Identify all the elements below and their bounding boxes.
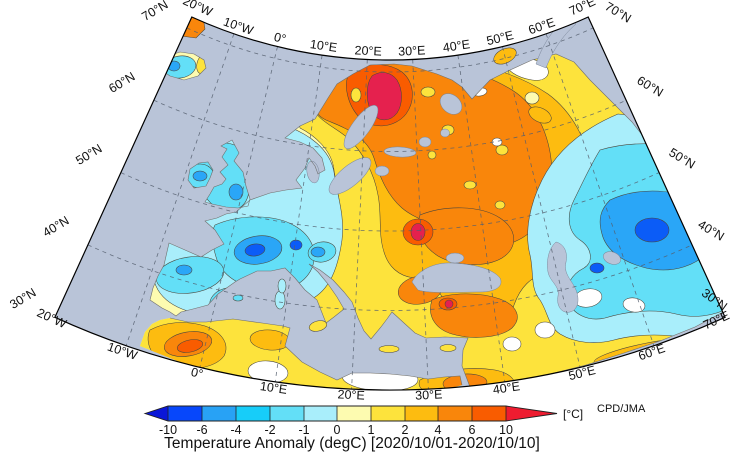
- tick-label: 6: [469, 423, 476, 437]
- colorbar-tick-labels: -10 -6 -4 -2 -1 0 1 2 4 6 10: [159, 423, 513, 437]
- colorbar-arrow-left: [145, 406, 168, 421]
- lon-label: 50°E: [485, 28, 515, 48]
- lon-label: 0°: [272, 30, 287, 46]
- gulf-of-bothnia: [343, 105, 379, 149]
- lon-label: 30°E: [415, 387, 443, 402]
- colorbar-segment: [168, 406, 202, 421]
- lake-ladoga: [418, 136, 432, 148]
- anomaly-contour-warm3: [418, 207, 515, 265]
- tick-label: -1: [298, 423, 309, 437]
- sicily: [308, 320, 328, 332]
- legend-title: Temperature Anomaly (degC) [2020/10/01-2…: [164, 435, 540, 452]
- lon-label: 30°E: [398, 43, 426, 58]
- gulf-of-riga: [374, 165, 390, 177]
- tick-label: -6: [196, 423, 207, 437]
- lake-onega: [440, 128, 450, 138]
- colorbar-segment: [371, 406, 405, 421]
- lon-label: 0°: [189, 365, 204, 381]
- graticule: [87, 27, 693, 390]
- lat-label: 60°N: [106, 69, 137, 95]
- sardinia: [274, 290, 286, 310]
- anomaly-contour-extreme: [444, 299, 454, 309]
- lat-label: 30°N: [7, 285, 38, 311]
- colorbar-segment: [337, 406, 371, 421]
- lat-label: 70°N: [139, 0, 170, 24]
- anomaly-contour-warm4: [176, 339, 204, 353]
- crete: [378, 345, 400, 353]
- colorbar-segment: [270, 406, 304, 421]
- colorbar-arrow-right: [506, 406, 557, 421]
- aral-sea: [603, 251, 621, 265]
- lon-label: 40°E: [492, 379, 521, 397]
- tick-label: 1: [368, 423, 375, 437]
- lon-label: 20°E: [354, 43, 382, 58]
- tick-label: -2: [264, 423, 275, 437]
- tick-label: 0: [334, 423, 341, 437]
- cyprus: [439, 344, 457, 352]
- lat-label: 50°N: [666, 145, 697, 171]
- sea-of-azov: [445, 252, 465, 264]
- white-sea: [439, 93, 463, 115]
- lon-label: 50°E: [567, 363, 597, 383]
- legend-unit: [°C]: [563, 407, 583, 421]
- baltic-sea: [328, 157, 372, 195]
- tick-label: -4: [230, 423, 241, 437]
- tick-label: 4: [435, 423, 442, 437]
- black-sea: [411, 262, 502, 293]
- tick-label: 2: [402, 423, 409, 437]
- colorbar-segment: [438, 406, 472, 421]
- lon-label: 10°E: [259, 379, 288, 397]
- lat-label: 70°N: [602, 0, 633, 26]
- balearic-islands: [232, 294, 244, 302]
- credit-label: CPD/JMA: [597, 403, 646, 415]
- lon-label: 20°W: [181, 0, 215, 19]
- corsica: [277, 278, 287, 294]
- med-islands: [232, 278, 457, 353]
- lat-label: 50°N: [73, 141, 104, 167]
- colorbar-segment: [236, 406, 270, 421]
- legend-colorbar: -10 -6 -4 -2 -1 0 1 2 4 6 10 [°C] Temper…: [143, 403, 646, 452]
- colorbar-segment: [304, 406, 337, 421]
- lat-label: 60°N: [634, 73, 665, 99]
- caspian-sea: [547, 241, 579, 313]
- colorbar-separators: [167, 406, 507, 421]
- lat-label: 40°N: [40, 213, 71, 239]
- tick-label: -10: [159, 423, 177, 437]
- lon-label: 10°E: [309, 37, 338, 55]
- gulf-of-finland: [383, 146, 417, 158]
- colorbar-segment: [472, 406, 506, 421]
- lon-label: 20°E: [337, 387, 365, 402]
- greenland-tip: [167, 17, 206, 39]
- colorbar-segment: [202, 406, 236, 421]
- coastlines: [149, 51, 726, 388]
- anomaly-contour-extreme: [410, 223, 426, 241]
- lon-label: 70°E: [567, 0, 598, 18]
- colorbar-segment: [405, 406, 438, 421]
- inland-seas: [306, 93, 621, 313]
- tick-label: 10: [499, 423, 513, 437]
- lon-label: 40°E: [442, 37, 471, 55]
- map-border: [54, 16, 726, 391]
- lat-label: 40°N: [695, 217, 726, 243]
